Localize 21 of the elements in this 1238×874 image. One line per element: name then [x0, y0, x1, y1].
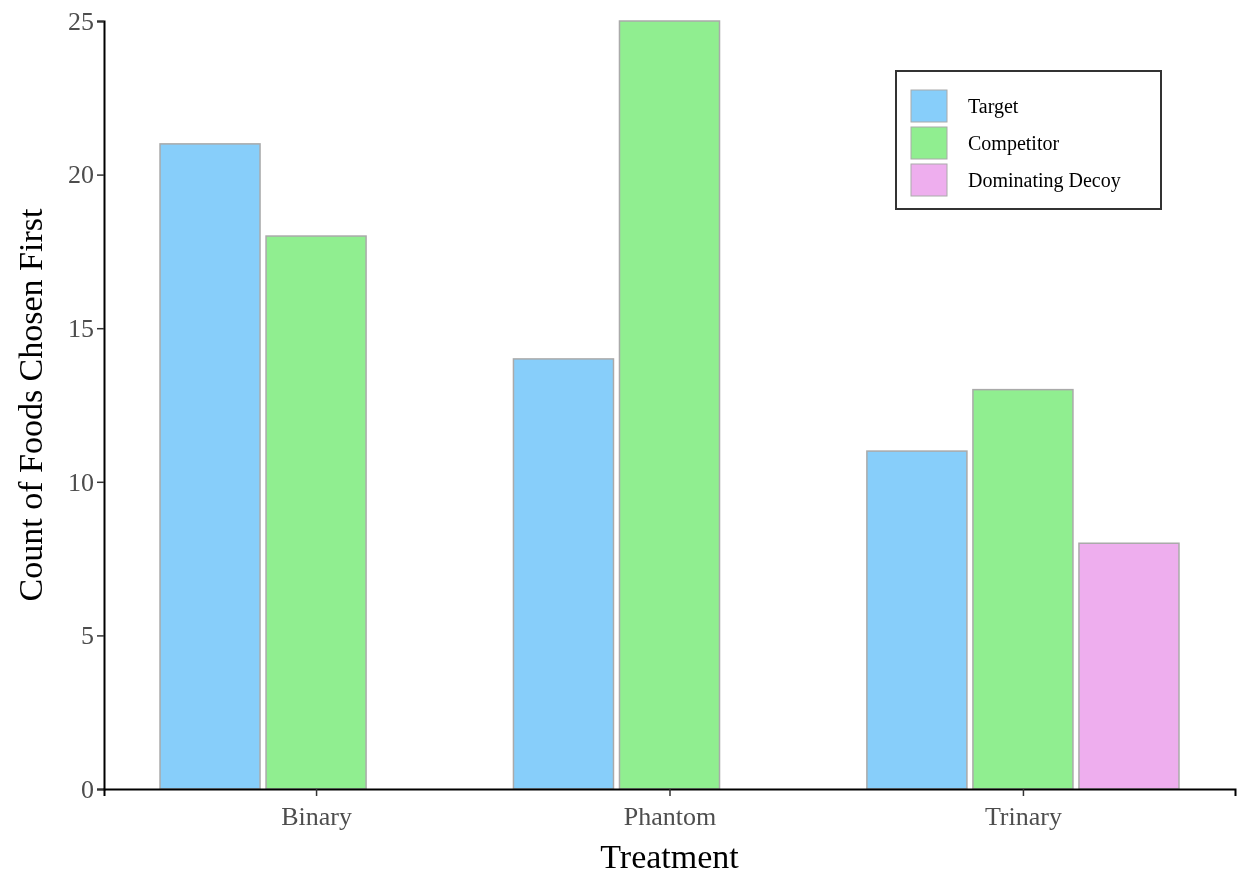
- y-axis-title: Count of Foods Chosen First: [12, 207, 49, 602]
- y-tick-label: 0: [81, 774, 94, 804]
- bar: [866, 450, 968, 790]
- legend-label: Dominating Decoy: [968, 169, 1121, 192]
- bar: [618, 20, 721, 790]
- bar: [972, 388, 1074, 790]
- y-tick-label: 10: [68, 467, 94, 497]
- bar: [1078, 542, 1180, 790]
- y-tick-label: 15: [68, 314, 94, 344]
- legend-label: Competitor: [968, 132, 1060, 155]
- bar: [265, 235, 367, 790]
- x-tick-label: Binary: [281, 802, 352, 831]
- x-axis-title: Treatment: [600, 838, 740, 874]
- y-tick-label: 5: [81, 621, 94, 651]
- bar: [512, 358, 615, 790]
- bar: [159, 143, 261, 790]
- legend-label: Target: [968, 95, 1019, 118]
- x-tick-label: Phantom: [623, 802, 717, 831]
- x-tick-label: Trinary: [984, 802, 1062, 831]
- y-tick-label: 25: [68, 6, 94, 36]
- y-tick-label: 20: [68, 160, 94, 190]
